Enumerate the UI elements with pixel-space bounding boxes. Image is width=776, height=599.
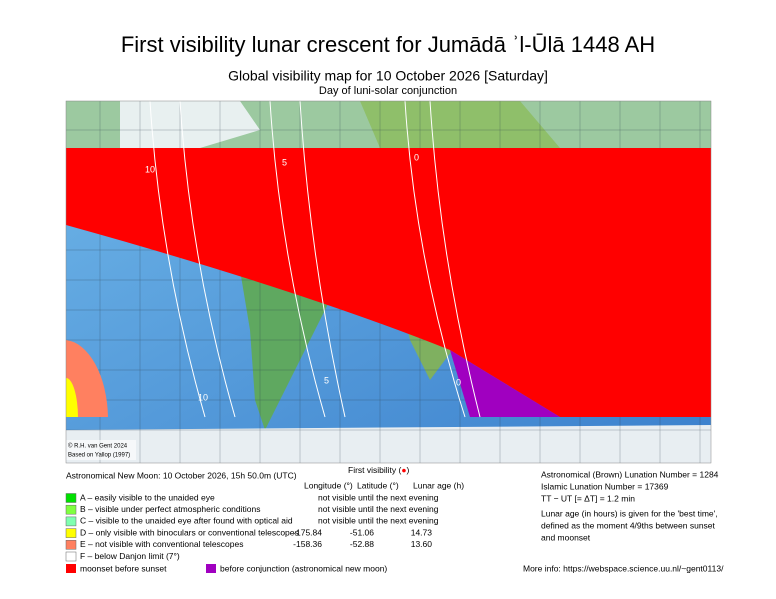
legend-label: before conjunction (astronomical new moo… <box>220 563 387 573</box>
header: Lunar age (h) <box>413 480 464 490</box>
longitude: -175.84 <box>293 527 322 537</box>
legend-label: B – visible under perfect atmospheric co… <box>80 504 260 514</box>
contour-label: 5 <box>324 375 329 385</box>
credit: © R.H. van Gent 2024 <box>68 443 128 450</box>
latitude: -51.06 <box>350 527 374 537</box>
visibility: not visible until the next evening <box>318 504 439 514</box>
longitude: -158.36 <box>293 539 322 549</box>
legend-label: moonset before sunset <box>80 563 167 573</box>
subtitle: Global visibility map for 10 October 202… <box>228 68 548 84</box>
visibility: not visible until the next evening <box>318 516 439 526</box>
map: 10 5 0 10 5 0 © R.H. van Gent 2024 Based… <box>66 101 711 463</box>
contour-label: 10 <box>145 164 155 174</box>
legend-label: E – not visible with conventional telesc… <box>80 539 243 549</box>
legend-label: D – only visible with binoculars or conv… <box>80 527 299 537</box>
legend: A – easily visible to the unaided eye not… <box>65 492 439 562</box>
contour-label: 0 <box>414 152 419 162</box>
lunar-age: 14.73 <box>411 527 433 537</box>
more-info: More info: https://webspace.science.uu.n… <box>523 563 724 573</box>
first-visibility: First visibility (●) <box>348 465 410 475</box>
contour-label: 0 <box>456 377 461 387</box>
contour-label: 10 <box>198 392 208 402</box>
lunation: Islamic Lunation Number = 17369 <box>541 481 669 491</box>
swatch <box>65 516 77 527</box>
swatch <box>65 551 77 562</box>
age-note: defined as the moment 4/9ths between sun… <box>541 520 716 530</box>
swatch <box>65 528 77 538</box>
legend-label: A – easily visible to the unaided eye <box>80 492 215 502</box>
delta-t: TT − UT [= ΔT] = 1.2 min <box>541 493 635 503</box>
title: First visibility lunar crescent for Jumā… <box>121 32 655 57</box>
legend-label: F – below Danjon limit (7°) <box>80 551 180 561</box>
new-moon: Astronomical New Moon: 10 October 2026, … <box>66 470 297 480</box>
age-note: Lunar age (in hours) is given for the 'b… <box>541 508 718 518</box>
swatch <box>65 493 77 503</box>
swatch <box>206 564 216 573</box>
visibility: not visible until the next evening <box>318 492 439 502</box>
swatch <box>66 564 76 573</box>
lunation: Astronomical (Brown) Lunation Number = 1… <box>541 469 719 479</box>
swatch <box>65 504 77 515</box>
contour-label: 5 <box>282 157 287 167</box>
note: Day of luni-solar conjunction <box>319 85 457 97</box>
age-note: and moonset <box>541 532 591 542</box>
header: Longitude (°) <box>304 480 353 490</box>
header: Latitude (°) <box>357 480 399 490</box>
legend-label: C – visible to the unaided eye after fou… <box>80 516 293 526</box>
lunar-age: 13.60 <box>411 539 433 549</box>
source: Based on Yallop (1997) <box>68 453 130 459</box>
latitude: -52.88 <box>350 539 374 549</box>
swatch <box>65 540 77 550</box>
